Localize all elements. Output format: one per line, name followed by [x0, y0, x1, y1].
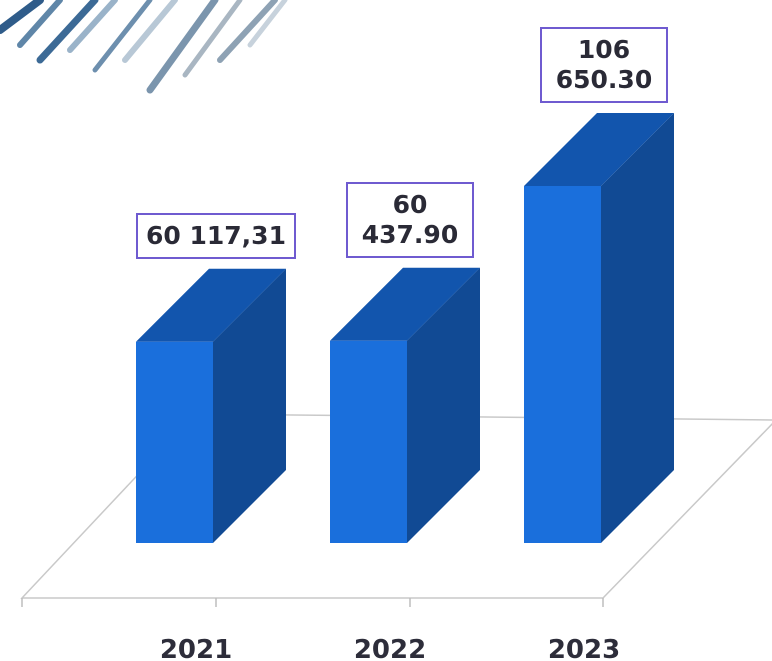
bar [330, 267, 480, 543]
brush-decoration [0, 0, 288, 94]
axis [21, 598, 604, 607]
bar-top [330, 267, 480, 341]
bar-front [524, 186, 601, 543]
bar-top [524, 113, 674, 186]
value-label: 60 117,31 [136, 212, 296, 259]
x-tick-label: 2023 [548, 635, 620, 661]
bar-front [330, 340, 407, 543]
bar-side [601, 113, 674, 543]
bar-front [136, 341, 213, 543]
value-label: 60 437.90 [346, 181, 474, 258]
x-tick-label: 2022 [354, 635, 426, 661]
bar-side [213, 268, 286, 543]
value-label: 106 650.30 [540, 27, 668, 103]
bar [524, 113, 674, 543]
x-tick-label: 2021 [160, 635, 232, 661]
bar [136, 268, 286, 543]
bar-side [407, 267, 480, 543]
bar-top [136, 268, 286, 342]
